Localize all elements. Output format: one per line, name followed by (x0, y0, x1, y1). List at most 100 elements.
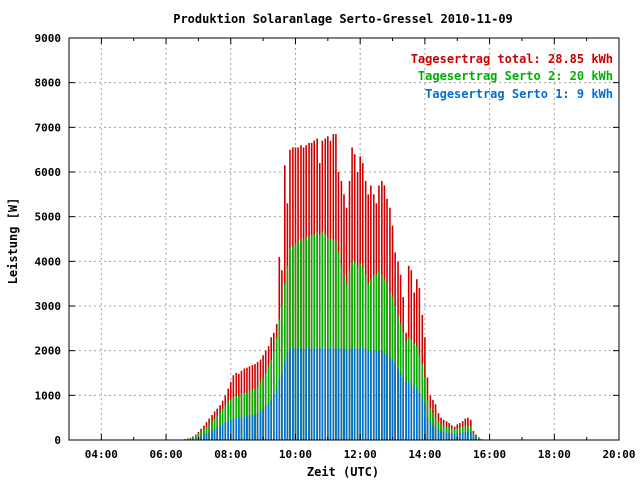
bar-serto1 (235, 418, 238, 440)
x-tick-label: 08:00 (214, 448, 247, 461)
bar-serto1 (397, 368, 399, 440)
bar-serto1 (394, 364, 396, 440)
bar-serto1 (413, 386, 416, 440)
bar-serto1 (442, 431, 445, 440)
bar-serto1 (461, 432, 464, 440)
bar-serto1 (378, 350, 380, 440)
bar-serto1 (418, 393, 421, 440)
bar-serto1 (407, 381, 410, 440)
bar-serto1 (456, 433, 459, 440)
bar-serto2 (294, 243, 297, 440)
bar-serto1 (205, 433, 208, 440)
bar-serto1 (432, 424, 434, 440)
bar-serto2 (313, 234, 316, 440)
bar-serto1 (370, 350, 372, 440)
bar-serto1 (200, 435, 202, 440)
bar-serto1 (221, 424, 224, 440)
bar-serto1 (310, 348, 313, 440)
bars (181, 134, 483, 441)
bar-serto1 (316, 348, 318, 440)
bar-serto1 (270, 399, 273, 440)
bar-serto2 (186, 438, 189, 440)
bar-serto1 (262, 408, 264, 440)
x-tick-label: 18:00 (538, 448, 571, 461)
bar-serto1 (297, 348, 299, 440)
bar-serto1 (211, 430, 213, 440)
bar-serto1 (329, 348, 332, 440)
y-tick-label: 6000 (35, 166, 62, 179)
bar-serto1 (283, 361, 286, 440)
bar-serto1 (426, 417, 429, 440)
bar-serto2 (335, 241, 337, 440)
bar-serto1 (308, 348, 310, 440)
bar-serto1 (292, 348, 294, 440)
x-tick-label: 14:00 (408, 448, 441, 461)
bar-serto1 (459, 432, 461, 440)
bar-serto1 (361, 348, 364, 440)
y-tick-label: 7000 (35, 121, 62, 134)
bar-serto1 (302, 348, 305, 440)
bar-serto1 (213, 429, 216, 440)
bar-serto1 (340, 348, 343, 440)
bar-serto1 (332, 348, 335, 440)
bar-serto1 (324, 348, 327, 440)
bar-serto1 (240, 417, 243, 440)
bar-serto2 (300, 239, 302, 440)
bar-serto1 (367, 350, 370, 440)
bar-serto1 (259, 410, 262, 440)
bar-serto1 (364, 348, 367, 440)
y-tick-label: 1000 (35, 389, 62, 402)
bar-serto1 (389, 357, 391, 440)
bar-serto1 (251, 414, 254, 440)
y-tick-label: 8000 (35, 77, 62, 90)
bar-serto1 (375, 350, 378, 440)
bar-serto1 (327, 348, 329, 440)
x-tick-label: 04:00 (85, 448, 118, 461)
bar-serto1 (256, 413, 259, 440)
bar-serto1 (445, 432, 448, 440)
x-tick-label: 06:00 (149, 448, 182, 461)
bar-serto1 (402, 377, 405, 440)
bar-serto1 (348, 348, 351, 440)
bar-serto1 (345, 350, 348, 440)
bar-serto2 (318, 234, 321, 440)
legend-entry-total: Tagesertrag total: 28.85 kWh (411, 52, 613, 66)
bar-serto2 (227, 402, 229, 440)
bar-serto1 (453, 433, 456, 440)
y-tick-label: 5000 (35, 211, 62, 224)
bar-serto2 (321, 232, 324, 440)
bar-serto1 (440, 431, 442, 440)
bar-serto1 (278, 379, 281, 440)
bar-serto2 (308, 236, 310, 440)
bar-serto2 (329, 239, 332, 440)
legend-entry-serto1: Tagesertrag Serto 1: 9 kWh (425, 87, 613, 101)
bar-serto1 (359, 348, 361, 440)
bar-serto2 (216, 415, 218, 440)
bar-serto1 (386, 355, 388, 440)
y-tick-label: 9000 (35, 32, 62, 45)
x-tick-label: 20:00 (602, 448, 635, 461)
bar-serto1 (224, 422, 227, 440)
bar-serto2 (200, 431, 202, 440)
bar-serto1 (356, 348, 359, 440)
bar-serto1 (238, 417, 240, 440)
bar-serto1 (335, 348, 337, 440)
bar-serto1 (267, 403, 270, 440)
bar-serto2 (305, 236, 307, 440)
axis-ticks (68, 37, 620, 441)
y-tick-label: 4000 (35, 255, 62, 268)
bar-serto2 (221, 408, 224, 440)
bar-serto2 (310, 234, 313, 440)
bar-serto2 (292, 245, 294, 440)
bar-serto2 (267, 366, 270, 440)
bar-serto2 (316, 232, 318, 440)
plot-frame (68, 37, 620, 441)
bar-serto1 (475, 437, 477, 440)
x-tick-label: 12:00 (344, 448, 377, 461)
bar-serto1 (208, 432, 210, 440)
bar-serto2 (302, 239, 305, 440)
bar-serto1 (318, 348, 321, 440)
bar-serto2 (327, 236, 329, 440)
bar-serto1 (254, 414, 256, 440)
bar-serto1 (381, 350, 383, 440)
